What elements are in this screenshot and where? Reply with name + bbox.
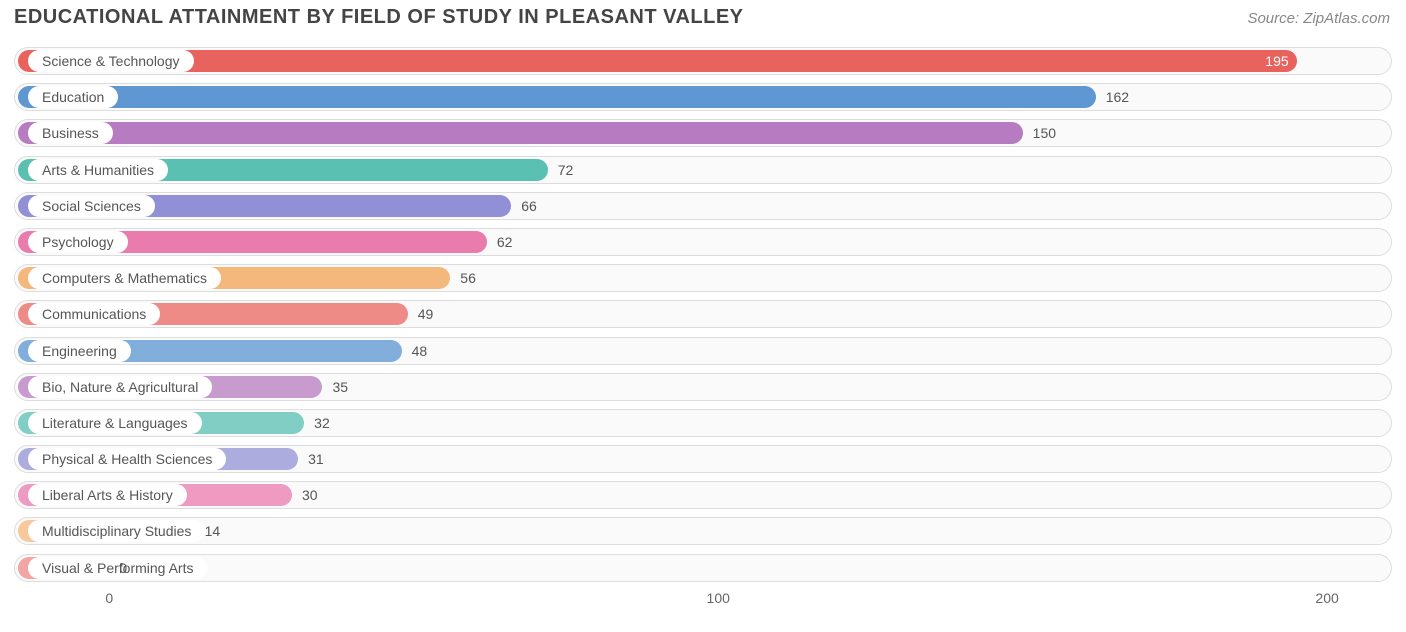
bar (18, 122, 1023, 144)
bar-row: Business 150 (14, 116, 1392, 150)
axis-tick: 200 (1315, 590, 1338, 606)
axis-tick: 0 (105, 590, 113, 606)
bar-track (14, 517, 1392, 545)
value-label: 56 (460, 270, 476, 286)
bar-row: Communications 49 (14, 297, 1392, 331)
bar-row: Liberal Arts & History 30 (14, 478, 1392, 512)
category-label: Computers & Mathematics (28, 267, 221, 289)
category-label: Business (28, 122, 113, 144)
value-label: 14 (205, 523, 221, 539)
category-label: Psychology (28, 231, 128, 253)
category-label: Visual & Performing Arts (28, 557, 207, 579)
chart-container: EDUCATIONAL ATTAINMENT BY FIELD OF STUDY… (0, 0, 1406, 632)
bar-row: Computers & Mathematics 56 (14, 261, 1392, 295)
value-label: 35 (332, 379, 348, 395)
value-label: 32 (314, 415, 330, 431)
category-label: Liberal Arts & History (28, 484, 187, 506)
bar-row: Social Sciences 66 (14, 189, 1392, 223)
category-label: Arts & Humanities (28, 159, 168, 181)
bar (18, 86, 1096, 108)
category-label: Science & Technology (28, 50, 194, 72)
x-axis: 0 100 200 (14, 590, 1392, 620)
category-label: Physical & Health Sciences (28, 448, 226, 470)
value-label: 62 (497, 234, 513, 250)
category-label: Multidisciplinary Studies (28, 520, 205, 542)
value-label: 0 (119, 560, 127, 576)
category-label: Communications (28, 303, 160, 325)
bar-row: Education 162 (14, 80, 1392, 114)
value-label: 150 (1033, 125, 1056, 141)
axis-tick: 100 (707, 590, 730, 606)
bar (18, 50, 1297, 72)
value-label: 49 (418, 306, 434, 322)
bar-row: Bio, Nature & Agricultural 35 (14, 370, 1392, 404)
category-label: Engineering (28, 340, 131, 362)
bar-track (14, 554, 1392, 582)
value-label: 72 (558, 162, 574, 178)
value-label: 66 (521, 198, 537, 214)
value-label: 48 (412, 343, 428, 359)
category-label: Bio, Nature & Agricultural (28, 376, 212, 398)
bar-row: Psychology 62 (14, 225, 1392, 259)
bar-row: Engineering 48 (14, 334, 1392, 368)
category-label: Literature & Languages (28, 412, 202, 434)
chart-title: EDUCATIONAL ATTAINMENT BY FIELD OF STUDY… (14, 6, 744, 29)
value-label: 195 (1265, 53, 1288, 69)
bar-row: Literature & Languages 32 (14, 406, 1392, 440)
bar-row: Physical & Health Sciences 31 (14, 442, 1392, 476)
category-label: Social Sciences (28, 195, 155, 217)
value-label: 30 (302, 487, 318, 503)
bar-row: Multidisciplinary Studies14 (14, 514, 1392, 548)
chart-source: Source: ZipAtlas.com (1247, 10, 1390, 27)
bar-row: Visual & Performing Arts0 (14, 551, 1392, 585)
bar-row: Arts & Humanities 72 (14, 153, 1392, 187)
plot-area: Science & Technology 195 Education 162 Busin… (14, 44, 1392, 588)
value-label: 162 (1106, 89, 1129, 105)
value-label: 31 (308, 451, 324, 467)
category-label: Education (28, 86, 118, 108)
bar-row: Science & Technology 195 (14, 44, 1392, 78)
